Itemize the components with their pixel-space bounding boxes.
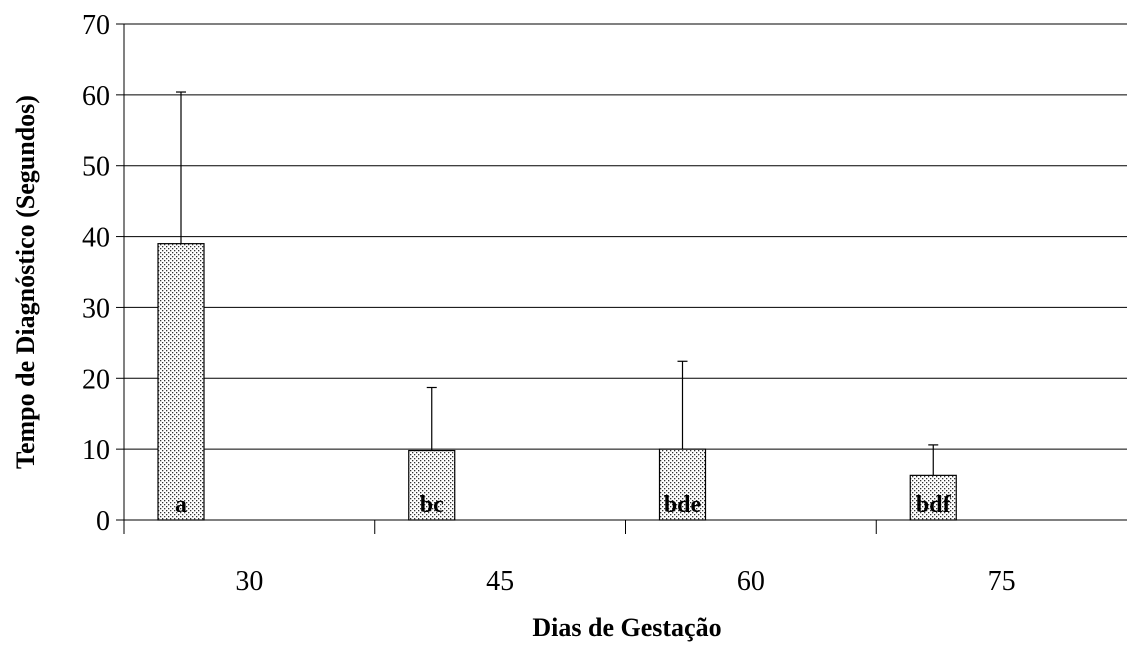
- bar-label: bde: [664, 492, 702, 518]
- bar: [909, 474, 957, 521]
- bar-label: bc: [420, 492, 444, 518]
- y-tick-label: 40: [82, 223, 110, 254]
- y-axis-title: Tempo de Diagnóstico (Segundos): [11, 95, 40, 469]
- x-tick-label: 60: [737, 566, 765, 597]
- bar: [408, 449, 456, 521]
- x-tick-label: 75: [988, 566, 1016, 597]
- y-tick-label: 20: [82, 364, 110, 395]
- x-tick-label: 45: [486, 566, 514, 597]
- bars: a bc bde bdf: [157, 91, 957, 521]
- y-tick-label: 30: [82, 293, 110, 324]
- y-tick-label: 70: [82, 10, 110, 41]
- y-tick-label: 10: [82, 435, 110, 466]
- y-tick-label: 0: [96, 506, 110, 537]
- bar: [157, 243, 205, 521]
- x-axis-title: Dias de Gestação: [532, 613, 721, 642]
- x-tick-label: 30: [235, 566, 263, 597]
- bar-label: a: [175, 492, 187, 518]
- y-tick-label: 50: [82, 152, 110, 183]
- axes: 0 10 20 30 40 50 60 70 30 45 60 75: [82, 10, 1127, 597]
- bar-label: bdf: [916, 492, 952, 518]
- y-tick-label: 60: [82, 81, 110, 112]
- gridlines: [124, 23, 1127, 450]
